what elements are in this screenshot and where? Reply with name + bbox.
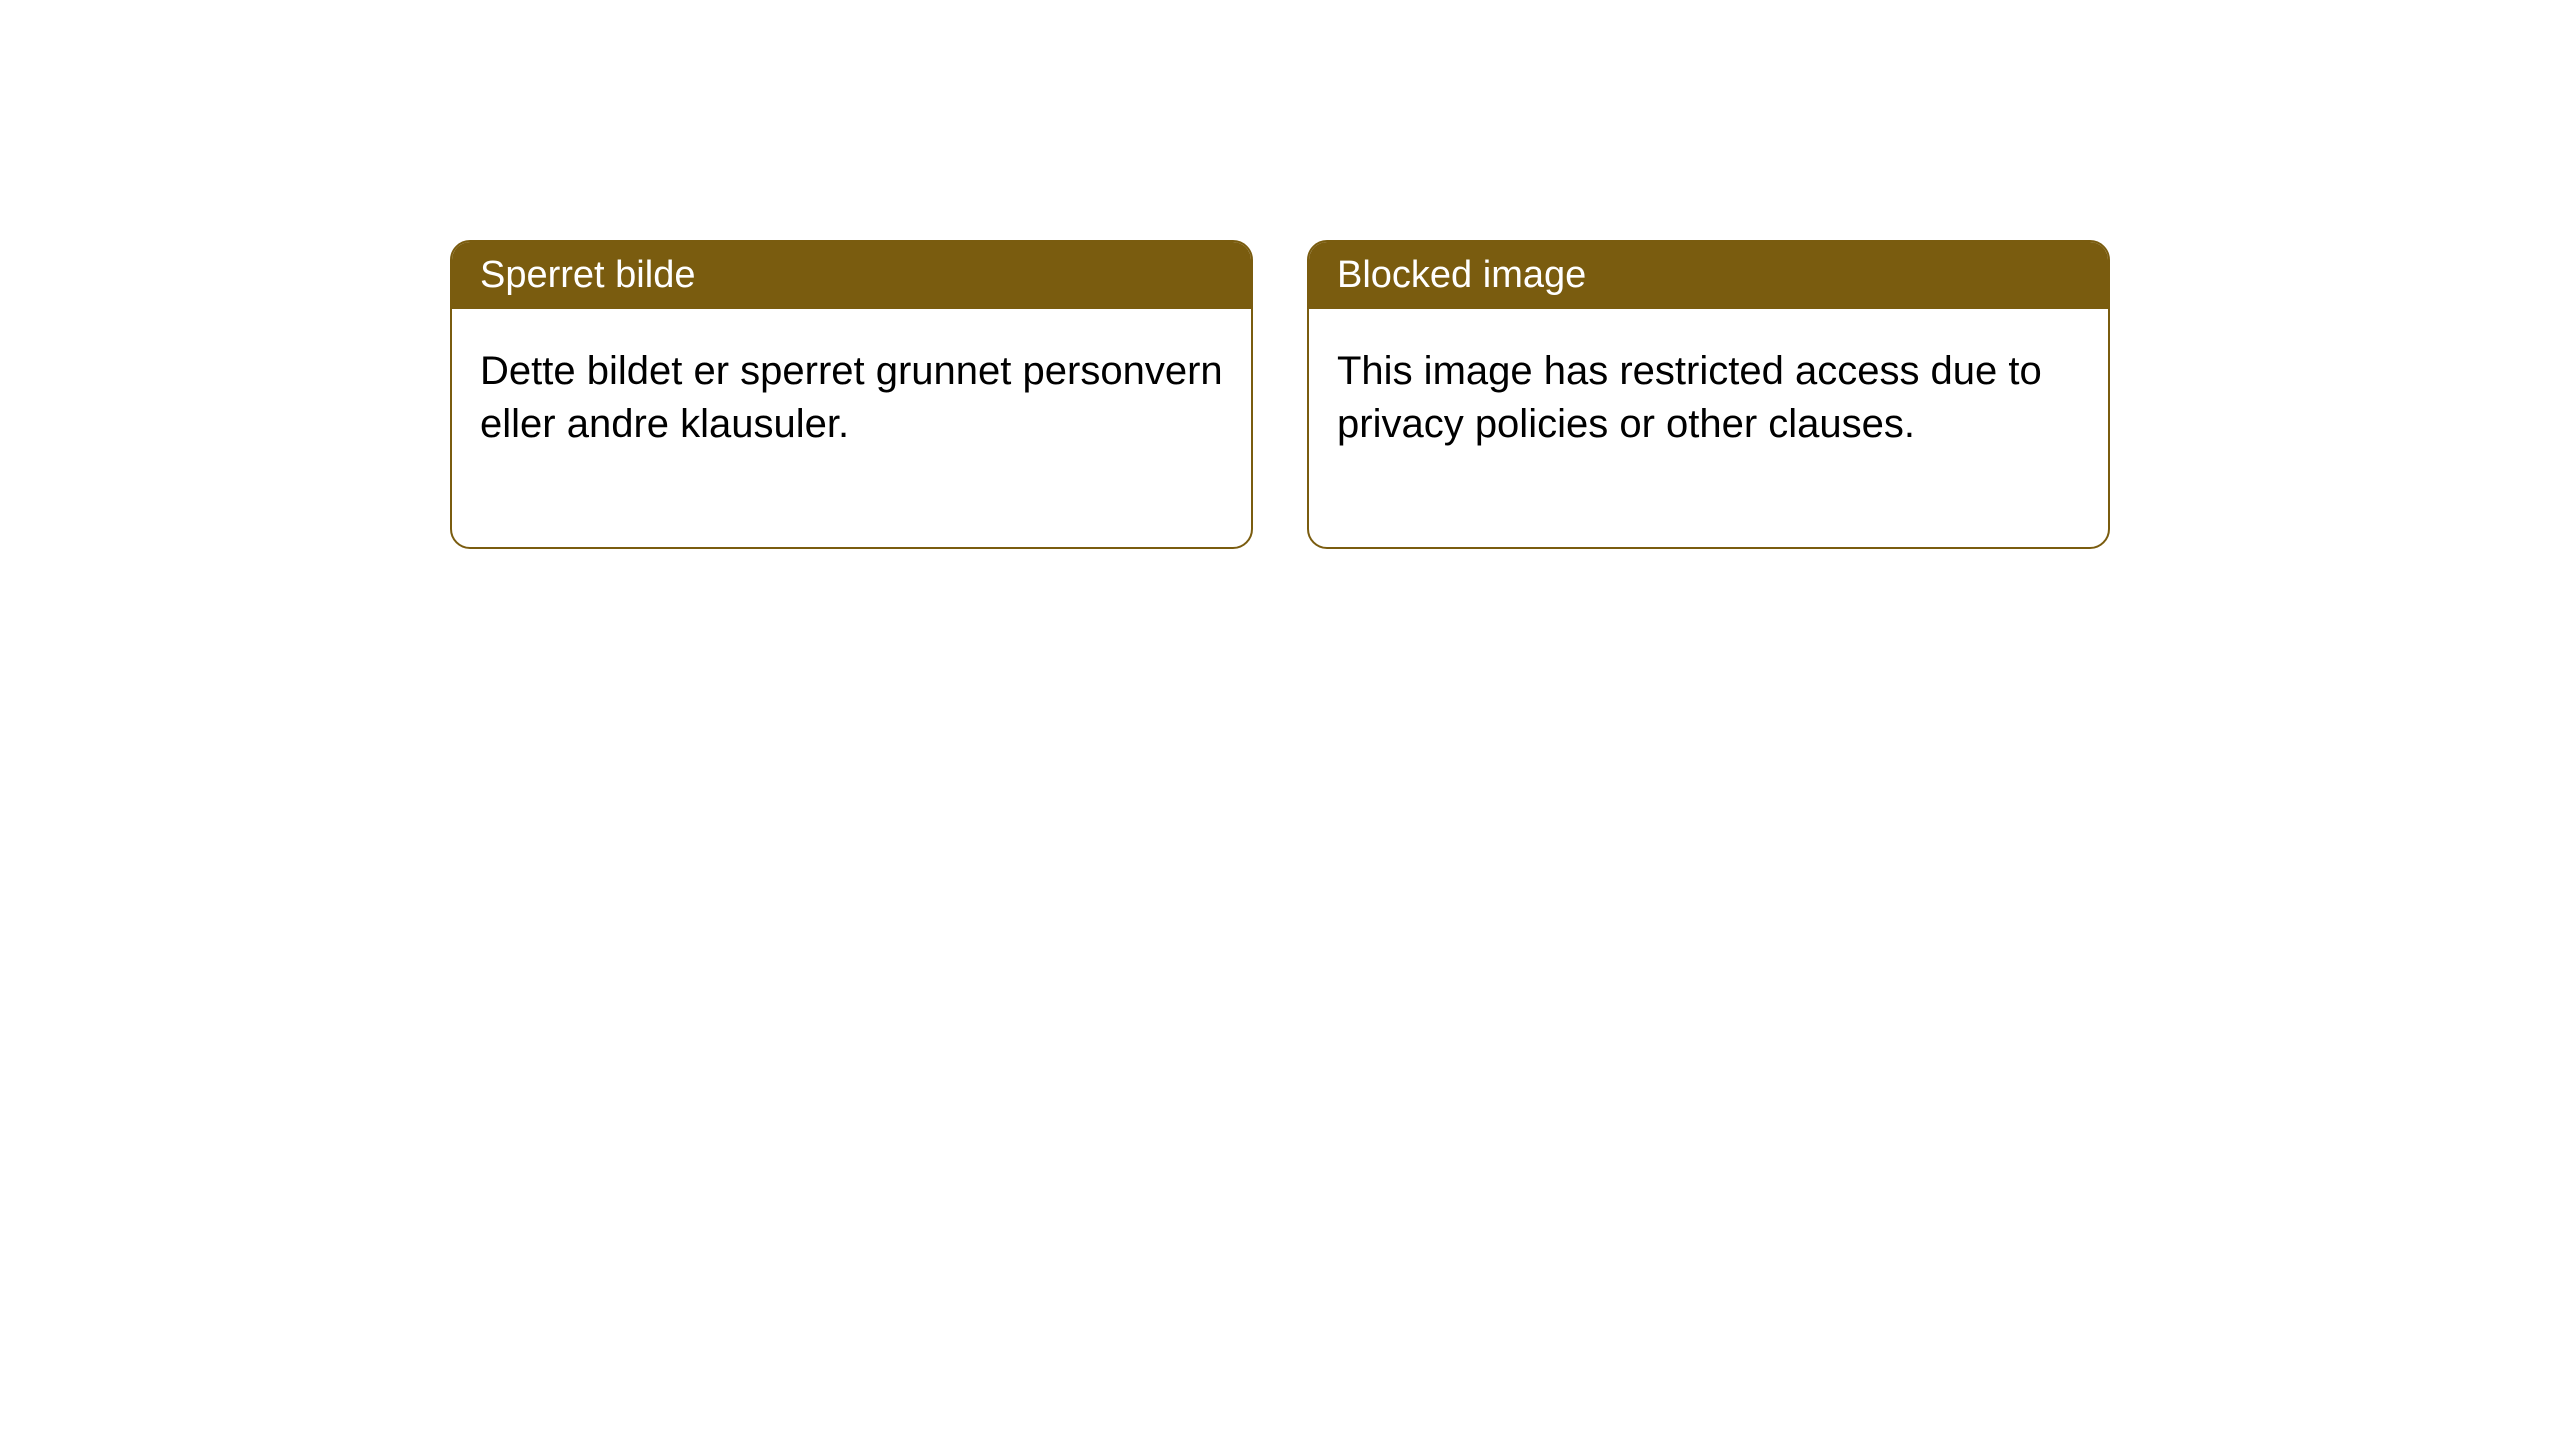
notice-container: Sperret bilde Dette bildet er sperret gr… (450, 240, 2110, 549)
notice-card-english: Blocked image This image has restricted … (1307, 240, 2110, 549)
card-body-text: This image has restricted access due to … (1337, 349, 2042, 446)
card-body: Dette bildet er sperret grunnet personve… (452, 309, 1251, 547)
card-title: Sperret bilde (480, 254, 695, 296)
card-title: Blocked image (1337, 254, 1586, 296)
card-header: Blocked image (1309, 242, 2108, 309)
notice-card-norwegian: Sperret bilde Dette bildet er sperret gr… (450, 240, 1253, 549)
card-body: This image has restricted access due to … (1309, 309, 2108, 547)
card-body-text: Dette bildet er sperret grunnet personve… (480, 349, 1223, 446)
card-header: Sperret bilde (452, 242, 1251, 309)
